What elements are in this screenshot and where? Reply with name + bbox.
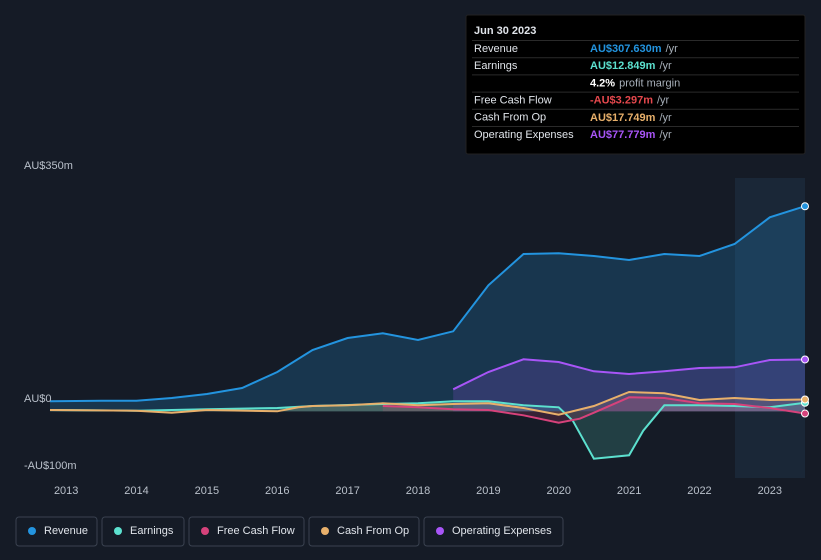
legend-label[interactable]: Revenue	[44, 525, 88, 537]
tooltip-unit: /yr	[657, 95, 670, 107]
tooltip-value: AU$12.849m/yr	[590, 60, 672, 72]
tooltip-unit: /yr	[659, 129, 672, 141]
series-area	[50, 206, 805, 412]
legend-item[interactable]: Cash From Op	[308, 516, 420, 547]
legend-item[interactable]: Operating Expenses	[423, 516, 564, 547]
legend-item[interactable]: Free Cash Flow	[188, 516, 305, 547]
y-tick-label: -AU$100m	[24, 460, 77, 472]
y-tick-label: AU$0	[24, 393, 52, 405]
tooltip-value-text: AU$77.779m	[590, 129, 656, 141]
legend-swatch	[114, 527, 122, 535]
x-tick-label: 2018	[406, 485, 430, 497]
legend-item[interactable]: Earnings	[101, 516, 185, 547]
end-dot	[801, 355, 809, 364]
x-tick-label: 2020	[546, 485, 570, 497]
tooltip-value-text: 4.2%	[590, 77, 615, 89]
tooltip-value-text: -AU$3.297m	[590, 95, 653, 107]
series-line	[49, 390, 806, 416]
series-line	[49, 400, 806, 460]
legend-swatch	[201, 527, 209, 535]
highlight-region	[735, 178, 805, 478]
series-line	[382, 396, 806, 424]
tooltip-value: AU$307.630m/yr	[590, 43, 678, 55]
legend-button[interactable]	[188, 516, 305, 547]
legend-item[interactable]: Revenue	[15, 516, 98, 547]
tooltip-value: AU$77.779m/yr	[590, 129, 672, 141]
legend-button[interactable]	[15, 516, 98, 547]
tooltip-value-text: AU$12.849m	[590, 60, 656, 72]
x-tick-label: 2021	[617, 485, 641, 497]
end-dot	[801, 395, 809, 404]
legend-label[interactable]: Operating Expenses	[452, 525, 552, 537]
tooltip-value: -AU$3.297m/yr	[590, 95, 670, 107]
legend-label[interactable]: Cash From Op	[337, 525, 409, 537]
tooltip-label: Revenue	[474, 43, 518, 55]
tooltip-value-text: AU$307.630m	[590, 43, 662, 55]
tooltip-unit: /yr	[659, 60, 672, 72]
legend-button[interactable]	[101, 516, 185, 547]
tooltip-unit: /yr	[666, 43, 679, 55]
x-tick-label: 2014	[124, 485, 148, 497]
tooltip-box	[465, 14, 806, 155]
legend-label[interactable]: Earnings	[130, 525, 174, 537]
legend-button[interactable]	[308, 516, 420, 547]
tooltip-label: Operating Expenses	[474, 129, 574, 141]
tooltip-label: Free Cash Flow	[474, 95, 552, 107]
x-tick-label: 2019	[476, 485, 500, 497]
tooltip-value: 4.2% profit margin	[590, 77, 680, 89]
tooltip-unit: profit margin	[619, 77, 680, 89]
x-tick-label: 2023	[758, 485, 782, 497]
x-tick-label: 2013	[54, 485, 78, 497]
series-line	[452, 358, 806, 391]
x-tick-label: 2017	[335, 485, 359, 497]
tooltip-unit: /yr	[659, 112, 672, 124]
tooltip-label: Earnings	[474, 60, 518, 72]
legend-swatch	[436, 527, 444, 535]
end-dot	[801, 202, 809, 211]
tooltip-label: Cash From Op	[474, 112, 546, 124]
tooltip-date: Jun 30 2023	[474, 25, 536, 37]
legend-swatch	[321, 527, 329, 535]
tooltip-value: AU$17.749m/yr	[590, 112, 672, 124]
series-area	[50, 401, 805, 459]
x-tick-label: 2022	[687, 485, 711, 497]
legend-button[interactable]	[423, 516, 564, 547]
y-tick-label: AU$350m	[24, 160, 73, 172]
legend-swatch	[28, 527, 36, 535]
tooltip-value-text: AU$17.749m	[590, 112, 656, 124]
series-line	[49, 205, 806, 403]
legend-label[interactable]: Free Cash Flow	[217, 525, 295, 537]
x-tick-label: 2015	[195, 485, 219, 497]
x-tick-label: 2016	[265, 485, 289, 497]
end-dot	[801, 409, 809, 418]
